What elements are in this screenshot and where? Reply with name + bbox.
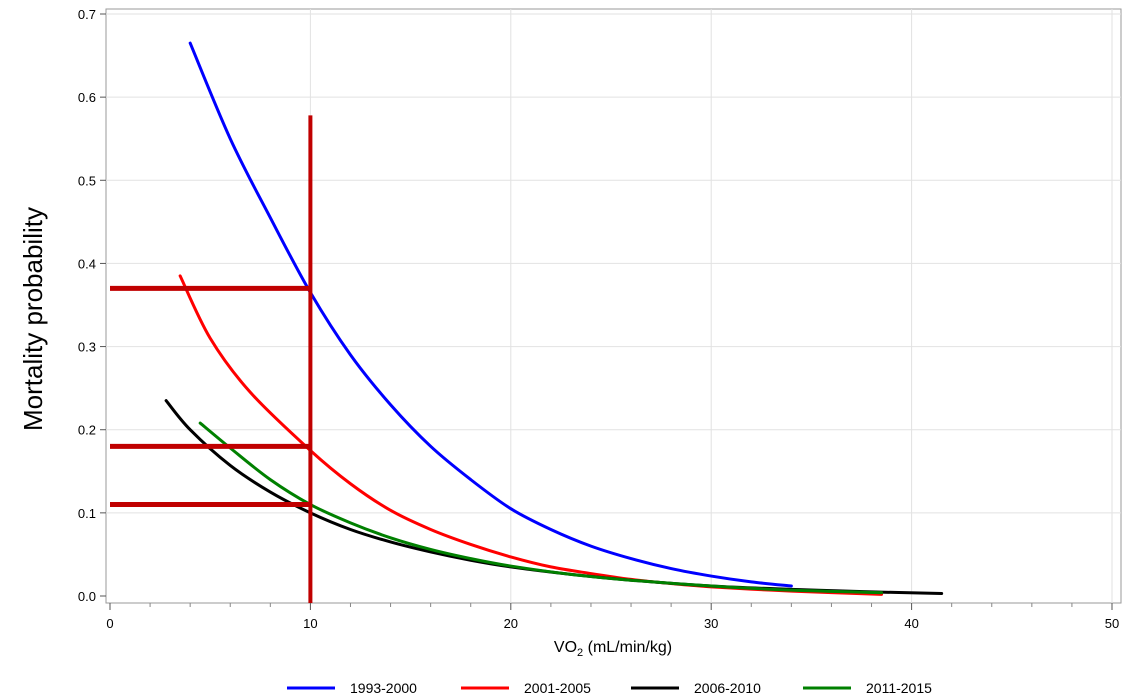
legend-label: 2001-2005: [524, 680, 591, 696]
x-tick-label: 30: [704, 616, 718, 631]
legend-label: 2011-2015: [866, 680, 932, 696]
x-axis-label-main: VO: [554, 639, 577, 656]
x-tick-label: 50: [1105, 616, 1119, 631]
x-tick-label: 0: [106, 616, 113, 631]
y-tick-label: 0.1: [78, 506, 96, 521]
y-tick-label: 0.2: [78, 423, 96, 438]
y-tick-label: 0.7: [78, 7, 96, 22]
plot-frame: [105, 8, 1122, 604]
legend-label: 2006-2010: [694, 680, 761, 696]
x-axis-label: VO2 (mL/min/kg): [554, 639, 672, 659]
reference-lines: [110, 115, 313, 603]
y-tick-label: 0.6: [78, 90, 96, 105]
y-tick-label: 0.0: [78, 589, 96, 604]
axes: 0.0 0.1 0.2 0.3 0.4 0.5 0.6 0.7 0 10 20 30 40 50: [78, 7, 1119, 631]
grid-lines: [106, 9, 1121, 603]
legend: 1993-2000 2001-2005 2006-2010 2011-2015: [287, 680, 932, 696]
y-tick-label: 0.5: [78, 173, 96, 188]
x-tick-label: 10: [303, 616, 317, 631]
legend-label: 1993-2000: [350, 680, 417, 696]
x-axis-label-subscript: 2: [577, 647, 583, 659]
x-tick-label: 20: [504, 616, 518, 631]
y-tick-label: 0.3: [78, 340, 96, 355]
x-tick-label: 40: [904, 616, 918, 631]
y-tick-label: 0.4: [78, 256, 96, 271]
series-line-1993-2000: [188, 41, 793, 588]
x-axis-label-units: (mL/min/kg): [583, 639, 672, 656]
series-line-2011-2015: [198, 421, 884, 595]
series-lines: [164, 41, 944, 596]
y-axis-label: Mortality probability: [18, 207, 48, 431]
